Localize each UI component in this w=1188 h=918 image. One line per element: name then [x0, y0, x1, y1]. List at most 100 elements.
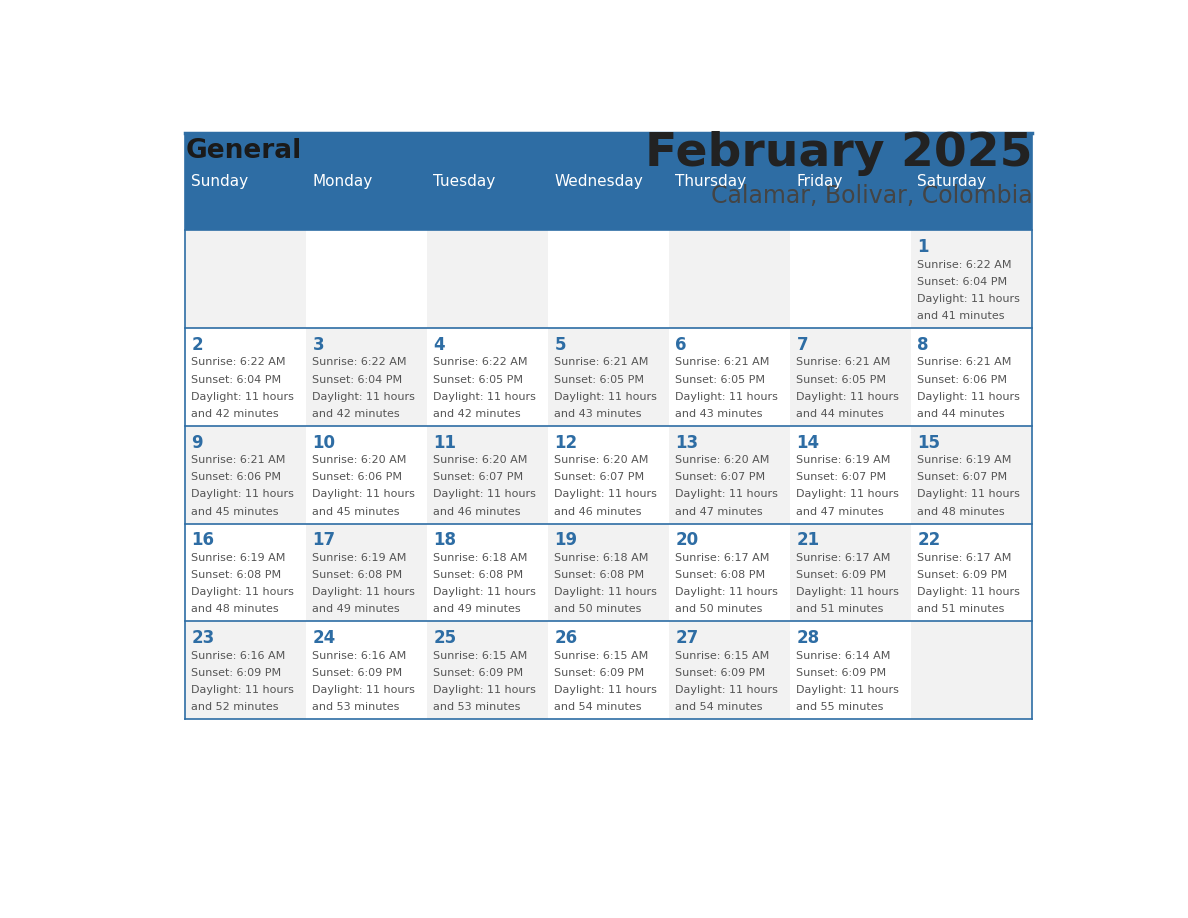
Text: Sunrise: 6:19 AM: Sunrise: 6:19 AM — [191, 553, 286, 563]
Text: Daylight: 11 hours: Daylight: 11 hours — [434, 685, 536, 695]
Bar — [428, 621, 549, 719]
Text: and 50 minutes: and 50 minutes — [555, 604, 642, 614]
Text: 6: 6 — [676, 336, 687, 354]
Bar — [549, 230, 669, 328]
Text: 19: 19 — [555, 532, 577, 550]
Text: Sunrise: 6:18 AM: Sunrise: 6:18 AM — [555, 553, 649, 563]
Bar — [790, 523, 911, 621]
Text: 5: 5 — [555, 336, 565, 354]
Bar — [911, 426, 1032, 523]
Text: and 46 minutes: and 46 minutes — [434, 507, 520, 517]
Text: Sunrise: 6:14 AM: Sunrise: 6:14 AM — [796, 651, 891, 661]
Text: and 47 minutes: and 47 minutes — [676, 507, 763, 517]
Text: Sunset: 6:09 PM: Sunset: 6:09 PM — [796, 570, 886, 580]
Bar — [428, 328, 549, 426]
Text: Friday: Friday — [796, 174, 842, 189]
Bar — [669, 230, 790, 328]
Text: Sunrise: 6:15 AM: Sunrise: 6:15 AM — [555, 651, 649, 661]
Text: and 42 minutes: and 42 minutes — [434, 409, 522, 419]
Text: Daylight: 11 hours: Daylight: 11 hours — [676, 685, 778, 695]
Text: Sunset: 6:08 PM: Sunset: 6:08 PM — [676, 570, 765, 580]
Text: 12: 12 — [555, 433, 577, 452]
Text: 25: 25 — [434, 629, 456, 647]
Text: 18: 18 — [434, 532, 456, 550]
Text: Sunset: 6:08 PM: Sunset: 6:08 PM — [191, 570, 282, 580]
Text: 23: 23 — [191, 629, 215, 647]
Text: and 54 minutes: and 54 minutes — [555, 702, 642, 712]
Bar — [911, 523, 1032, 621]
Bar — [911, 230, 1032, 328]
Text: Tuesday: Tuesday — [434, 174, 495, 189]
Text: and 45 minutes: and 45 minutes — [191, 507, 279, 517]
Text: Monday: Monday — [312, 174, 373, 189]
Bar — [549, 523, 669, 621]
Text: 11: 11 — [434, 433, 456, 452]
Text: Daylight: 11 hours: Daylight: 11 hours — [676, 588, 778, 598]
Text: Calamar, Bolivar, Colombia: Calamar, Bolivar, Colombia — [710, 185, 1032, 208]
Text: Daylight: 11 hours: Daylight: 11 hours — [676, 489, 778, 499]
Text: Daylight: 11 hours: Daylight: 11 hours — [796, 588, 899, 598]
Text: 27: 27 — [676, 629, 699, 647]
Text: Daylight: 11 hours: Daylight: 11 hours — [555, 685, 657, 695]
Bar — [185, 621, 307, 719]
Text: 15: 15 — [917, 433, 941, 452]
Text: Daylight: 11 hours: Daylight: 11 hours — [434, 392, 536, 402]
Text: Sunset: 6:08 PM: Sunset: 6:08 PM — [312, 570, 403, 580]
Text: Sunrise: 6:18 AM: Sunrise: 6:18 AM — [434, 553, 527, 563]
Text: 21: 21 — [796, 532, 820, 550]
Text: Daylight: 11 hours: Daylight: 11 hours — [434, 588, 536, 598]
Bar — [307, 230, 428, 328]
Text: Sunday: Sunday — [191, 174, 248, 189]
Bar — [669, 426, 790, 523]
Text: Sunset: 6:07 PM: Sunset: 6:07 PM — [434, 473, 524, 482]
Text: Daylight: 11 hours: Daylight: 11 hours — [917, 489, 1020, 499]
Text: Sunrise: 6:21 AM: Sunrise: 6:21 AM — [676, 357, 770, 367]
Text: 7: 7 — [796, 336, 808, 354]
Text: and 46 minutes: and 46 minutes — [555, 507, 642, 517]
Text: Sunset: 6:09 PM: Sunset: 6:09 PM — [312, 668, 403, 677]
Text: 4: 4 — [434, 336, 446, 354]
Text: Sunrise: 6:20 AM: Sunrise: 6:20 AM — [312, 455, 406, 465]
Text: 1: 1 — [917, 238, 929, 256]
Text: and 44 minutes: and 44 minutes — [796, 409, 884, 419]
Text: and 45 minutes: and 45 minutes — [312, 507, 400, 517]
Text: Sunset: 6:04 PM: Sunset: 6:04 PM — [312, 375, 403, 385]
Text: Daylight: 11 hours: Daylight: 11 hours — [796, 392, 899, 402]
Text: Sunset: 6:09 PM: Sunset: 6:09 PM — [917, 570, 1007, 580]
Text: February 2025: February 2025 — [645, 131, 1032, 176]
Text: 20: 20 — [676, 532, 699, 550]
Text: Daylight: 11 hours: Daylight: 11 hours — [312, 588, 416, 598]
Bar — [185, 426, 307, 523]
Text: and 41 minutes: and 41 minutes — [917, 311, 1005, 321]
Text: Sunrise: 6:21 AM: Sunrise: 6:21 AM — [555, 357, 649, 367]
Text: Daylight: 11 hours: Daylight: 11 hours — [434, 489, 536, 499]
Text: and 42 minutes: and 42 minutes — [312, 409, 400, 419]
Bar — [790, 621, 911, 719]
Text: and 50 minutes: and 50 minutes — [676, 604, 763, 614]
Text: Sunset: 6:07 PM: Sunset: 6:07 PM — [917, 473, 1007, 482]
Text: and 52 minutes: and 52 minutes — [191, 702, 279, 712]
Text: 9: 9 — [191, 433, 203, 452]
Text: Daylight: 11 hours: Daylight: 11 hours — [191, 685, 295, 695]
Text: and 42 minutes: and 42 minutes — [191, 409, 279, 419]
Bar — [911, 621, 1032, 719]
Text: Sunrise: 6:20 AM: Sunrise: 6:20 AM — [676, 455, 770, 465]
Text: Sunrise: 6:15 AM: Sunrise: 6:15 AM — [434, 651, 527, 661]
Text: Sunrise: 6:22 AM: Sunrise: 6:22 AM — [917, 260, 1012, 270]
Text: Sunset: 6:05 PM: Sunset: 6:05 PM — [555, 375, 644, 385]
Text: Daylight: 11 hours: Daylight: 11 hours — [191, 489, 295, 499]
Text: and 48 minutes: and 48 minutes — [917, 507, 1005, 517]
Text: Sunset: 6:09 PM: Sunset: 6:09 PM — [191, 668, 282, 677]
Bar — [185, 230, 307, 328]
Text: 3: 3 — [312, 336, 324, 354]
Text: 24: 24 — [312, 629, 336, 647]
Text: Sunset: 6:04 PM: Sunset: 6:04 PM — [191, 375, 282, 385]
Text: Daylight: 11 hours: Daylight: 11 hours — [312, 392, 416, 402]
Text: Sunrise: 6:21 AM: Sunrise: 6:21 AM — [191, 455, 286, 465]
Text: Daylight: 11 hours: Daylight: 11 hours — [917, 294, 1020, 304]
Text: Sunrise: 6:19 AM: Sunrise: 6:19 AM — [796, 455, 891, 465]
Text: Sunrise: 6:21 AM: Sunrise: 6:21 AM — [917, 357, 1012, 367]
Bar — [669, 328, 790, 426]
Bar — [549, 328, 669, 426]
Text: Sunrise: 6:21 AM: Sunrise: 6:21 AM — [796, 357, 891, 367]
